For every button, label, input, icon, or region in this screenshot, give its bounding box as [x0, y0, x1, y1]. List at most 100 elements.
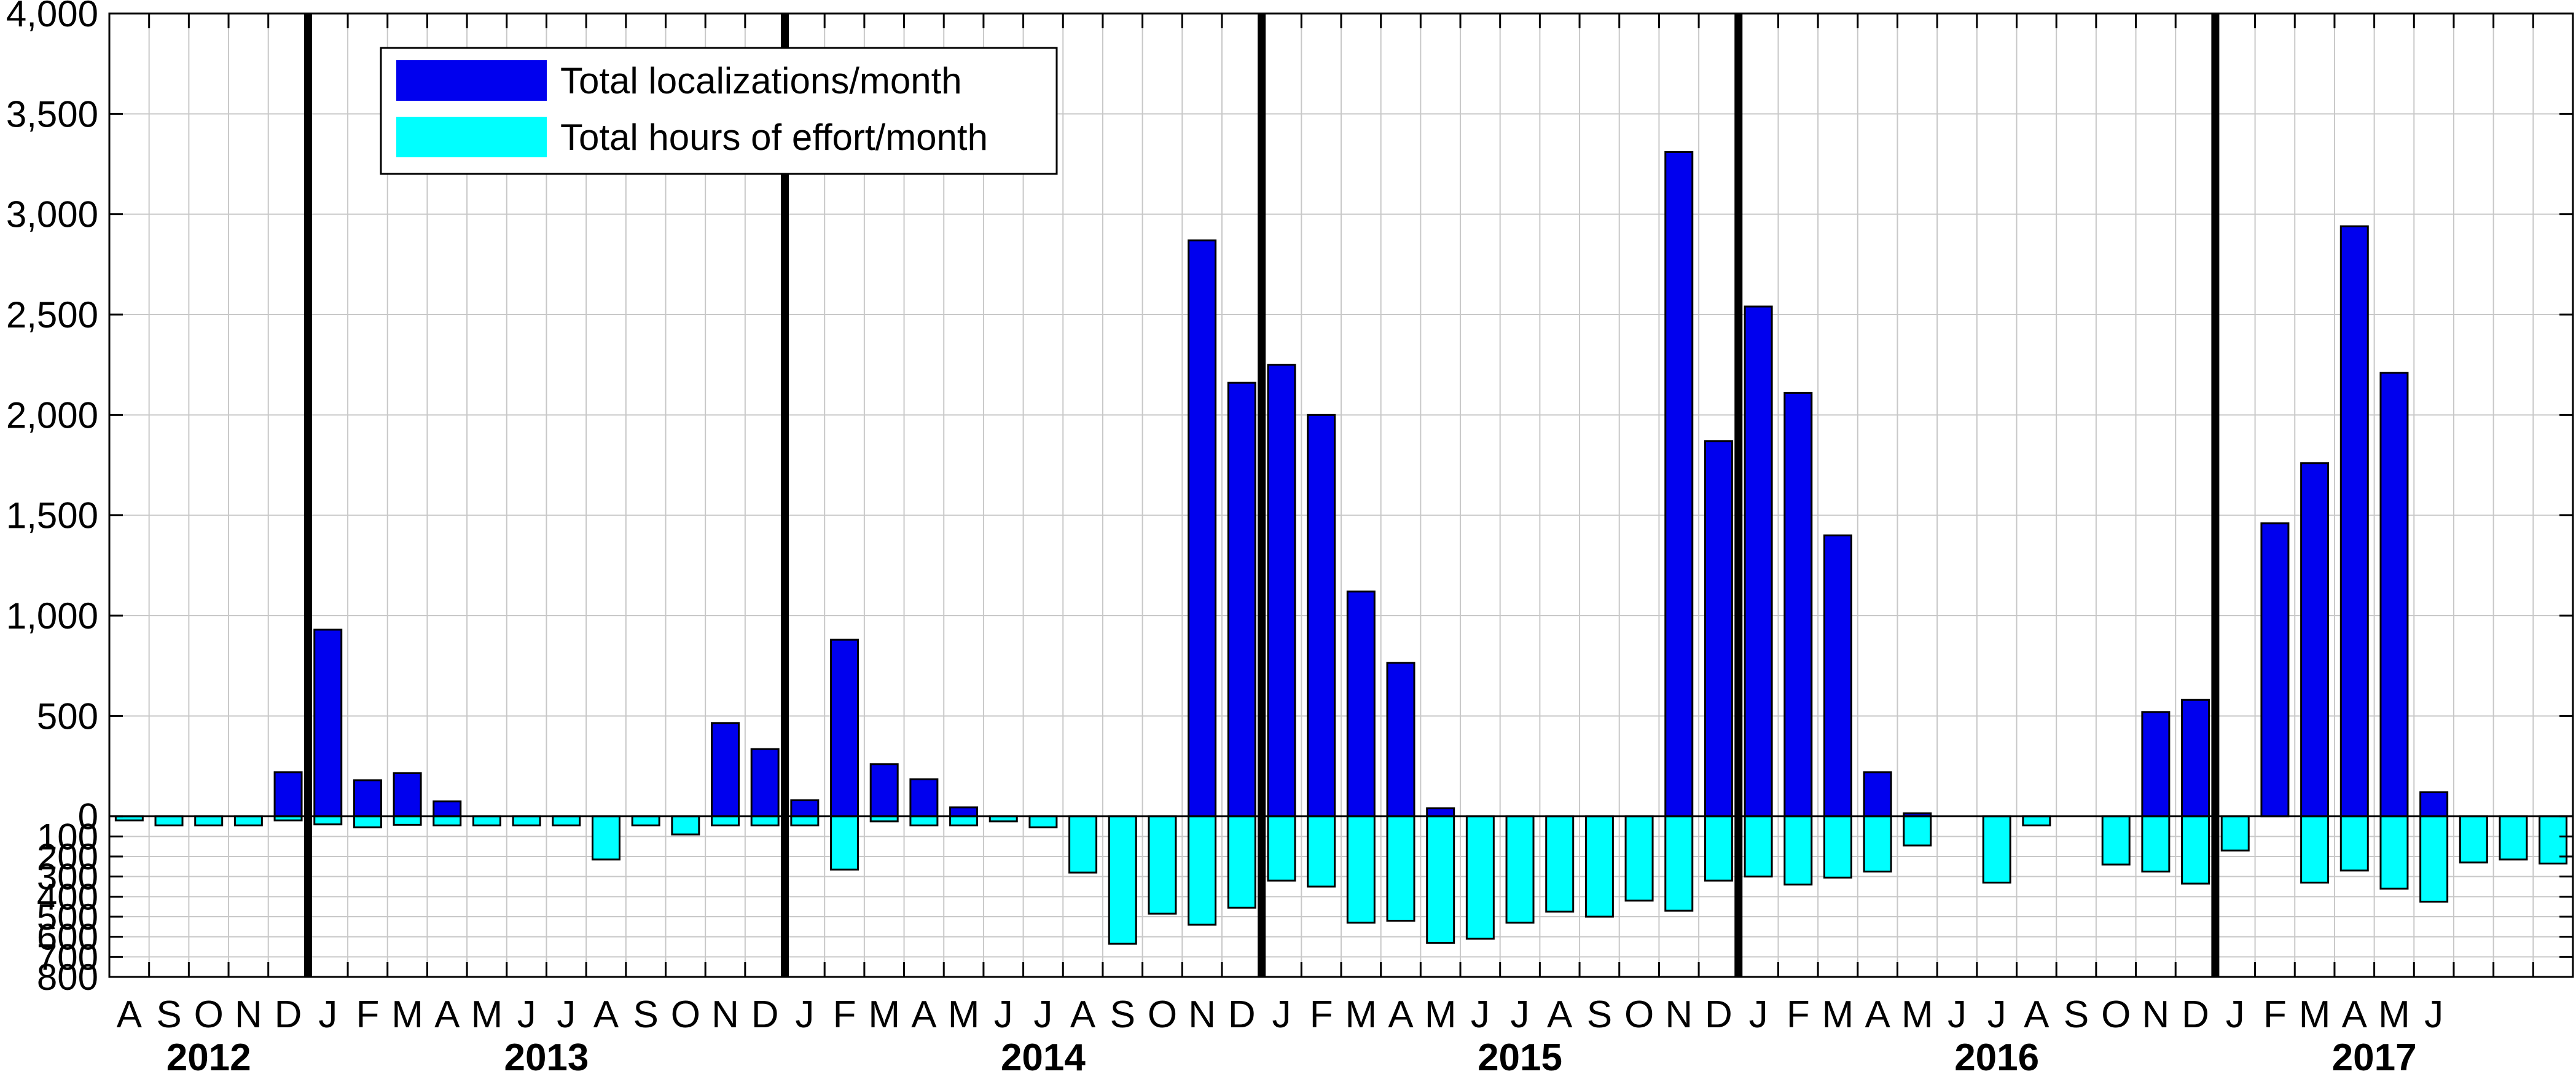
y-tick-label: 600: [37, 917, 98, 958]
effort-hours-bar: [830, 815, 859, 871]
year-label: 2015: [1478, 1037, 1562, 1074]
month-label: S: [1587, 994, 1612, 1036]
month-label: A: [1865, 994, 1890, 1036]
month-label: J: [1511, 994, 1530, 1036]
localization-bar: [1783, 391, 1813, 818]
month-label: D: [1705, 994, 1732, 1036]
effort-hours-bar: [631, 815, 660, 826]
effort-hours-bar: [472, 815, 501, 826]
effort-hours-bar: [194, 815, 224, 826]
month-label: M: [1822, 994, 1854, 1036]
effort-hours-bar: [1267, 815, 1296, 882]
effort-hours-bar: [711, 815, 740, 826]
effort-hours-bar: [2499, 815, 2528, 861]
effort-hours-bar: [1108, 815, 1137, 945]
effort-hours-bar: [750, 815, 780, 826]
month-label: J: [1948, 994, 1967, 1036]
localization-bar: [1426, 807, 1455, 818]
legend-label-effort-hours: Total hours of effort/month: [560, 117, 988, 158]
month-label: A: [434, 994, 460, 1036]
month-label: J: [517, 994, 536, 1036]
effort-hours-bar: [1465, 815, 1495, 940]
effort-hours-bar: [1704, 815, 1733, 882]
month-label: J: [1033, 994, 1052, 1036]
localization-bar: [1863, 771, 1892, 818]
axes: 4,000 3,500 3,000 2,500 2,000 1,500 1,000 500 01…: [6, 0, 2574, 1074]
month-label: M: [2299, 994, 2331, 1036]
year-label: 2013: [504, 1037, 589, 1074]
y-tick-label: 3,500: [6, 93, 98, 135]
effort-hours-bar: [552, 815, 581, 826]
effort-hours-bar: [790, 815, 820, 826]
localization-bar: [1267, 364, 1296, 818]
localization-bar: [830, 638, 859, 818]
month-label: J: [1749, 994, 1768, 1036]
y-tick-label: 100: [37, 816, 98, 857]
y-tick-label: 2,500: [6, 294, 98, 335]
localization-bar: [750, 748, 780, 818]
effort-hours-bar: [671, 815, 700, 836]
month-label: A: [117, 994, 143, 1036]
month-label: M: [471, 994, 503, 1036]
effort-hours-bar: [2339, 815, 2369, 872]
localization-bar: [2181, 699, 2210, 818]
month-label: N: [1665, 994, 1693, 1036]
month-label: S: [633, 994, 658, 1036]
localization-bar: [313, 629, 343, 818]
effort-hours-bar: [2141, 815, 2171, 872]
localization-bar: [1346, 590, 1376, 818]
effort-hours-bar: [2181, 815, 2210, 885]
month-label: S: [1110, 994, 1135, 1036]
effort-hours-bar: [1028, 815, 1058, 829]
month-label: J: [1471, 994, 1490, 1036]
month-label: A: [593, 994, 619, 1036]
y-tick-label: 300: [37, 856, 98, 898]
localization-bar: [2339, 225, 2369, 818]
month-label: A: [1388, 994, 1414, 1036]
y-tick-label: 200: [37, 836, 98, 877]
month-label: A: [1547, 994, 1573, 1036]
effort-hours-bar: [512, 815, 541, 826]
localization-bar: [433, 800, 462, 818]
month-label: N: [235, 994, 262, 1036]
month-label: D: [2182, 994, 2209, 1036]
effort-hours-bar: [1903, 815, 1932, 847]
month-label: F: [2263, 994, 2287, 1036]
y-tick-label: 2,000: [6, 394, 98, 436]
effort-hours-bar: [1068, 815, 1098, 874]
effort-hours-bar: [393, 815, 422, 826]
y-tick-label: 3,000: [6, 194, 98, 235]
effort-hours-bar: [2220, 815, 2250, 852]
localization-bar: [2419, 791, 2449, 818]
y-tick-label: 1,000: [6, 595, 98, 637]
effort-hours-bar: [1386, 815, 1415, 922]
localization-bar: [1227, 382, 1256, 818]
month-label: O: [2101, 994, 2131, 1036]
localization-bar: [1386, 662, 1415, 818]
localization-bar: [2300, 462, 2330, 818]
effort-hours-bar: [433, 815, 462, 826]
month-label: S: [156, 994, 181, 1036]
month-label: N: [2142, 994, 2169, 1036]
legend-swatch-effort-hours: [396, 117, 547, 157]
effort-hours-bar: [2101, 815, 2131, 866]
y-tick-label: 4,000: [6, 0, 98, 34]
effort-hours-bar: [1307, 815, 1336, 888]
y-tick-label: 500: [37, 896, 98, 938]
effort-hours-bar: [233, 815, 263, 826]
year-label: 2012: [166, 1037, 251, 1074]
month-label: F: [833, 994, 856, 1036]
localization-bar: [393, 772, 422, 818]
effort-hours-bar: [1426, 815, 1455, 944]
localization-bar: [1307, 414, 1336, 818]
localization-bar: [711, 722, 740, 818]
year-label: 2014: [1001, 1037, 1086, 1074]
month-label: M: [1345, 994, 1377, 1036]
effort-hours-bar: [1664, 815, 1694, 912]
legend-label-localizations: Total localizations/month: [560, 60, 962, 101]
localization-bar: [909, 778, 939, 818]
effort-hours-bar: [949, 815, 979, 826]
month-label: A: [2024, 994, 2049, 1036]
y-tick-label: 500: [37, 696, 98, 737]
month-label: J: [557, 994, 576, 1036]
